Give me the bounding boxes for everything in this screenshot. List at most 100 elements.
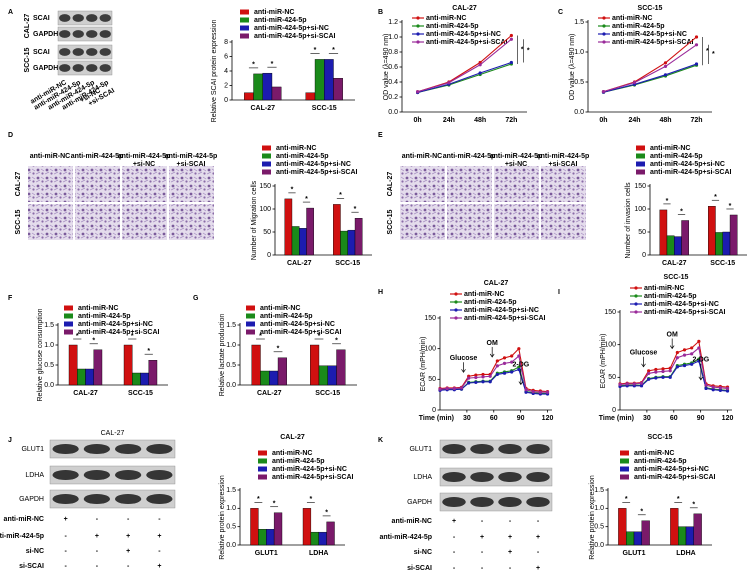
legend-swatch	[620, 450, 629, 456]
legend-marker	[416, 16, 420, 20]
legend-label: anti-miR-NC	[78, 305, 118, 312]
point	[467, 376, 471, 380]
legend-swatch	[246, 313, 255, 319]
point	[654, 376, 658, 380]
y-tick-label: 1.5	[226, 322, 236, 329]
blot-strip	[439, 492, 553, 512]
micrograph	[400, 166, 445, 202]
legend-marker	[634, 294, 638, 298]
legend-label: anti-miR-424-5p+si-SCAI	[276, 169, 358, 176]
image-row-label: CAL-27	[15, 172, 22, 197]
legend-swatch	[258, 458, 267, 464]
x-tick-label: 48h	[659, 117, 671, 124]
legend-marker	[602, 16, 606, 20]
point	[711, 385, 715, 389]
image-column-label: anti-miR-424-5p	[71, 153, 124, 160]
legend-marker	[416, 24, 420, 28]
blot-row-label: GLUT1	[21, 446, 44, 453]
blot-row-label: GAPDH	[33, 31, 58, 38]
bar	[258, 529, 267, 546]
treatment-sign: -	[453, 534, 456, 541]
x-tick-label: 60	[490, 415, 498, 422]
bar	[641, 520, 650, 546]
bar	[340, 230, 348, 256]
series-line	[439, 355, 548, 393]
x-tick-label: GLUT1	[623, 550, 646, 557]
point	[690, 346, 694, 350]
panel-letter: H	[378, 289, 383, 296]
treatment-label: anti-miR-NC	[392, 518, 432, 525]
x-tick-label: CAL-27	[250, 105, 275, 112]
point	[663, 64, 668, 68]
point	[697, 346, 701, 350]
legend-label: anti-miR-424-5p+si-NC	[78, 321, 153, 328]
legend-label: anti-miR-424-5p	[426, 23, 479, 30]
point	[509, 33, 513, 38]
treatment-sign: -	[509, 565, 512, 572]
point	[447, 81, 451, 85]
legend-swatch	[636, 169, 645, 175]
panel-letter: K	[378, 437, 383, 444]
bar	[327, 365, 337, 386]
micrograph	[541, 204, 586, 240]
image-column-label: anti-miR-NC	[402, 153, 442, 160]
treatment-sign: +	[508, 549, 512, 556]
x-tick-label: CAL-27	[287, 260, 312, 267]
y-tick-label: 0.8	[388, 49, 398, 56]
significance-label: *	[625, 496, 628, 503]
y-tick-label: 150	[424, 315, 436, 322]
blot-strip	[439, 467, 553, 487]
y-tick-label: 1.5	[574, 19, 584, 26]
point	[538, 390, 542, 394]
legend-label: anti-miR-NC	[260, 305, 300, 312]
significance-label: *	[706, 48, 709, 55]
legend-label: anti-miR-424-5p+si-SCAI	[254, 33, 336, 40]
series-line	[417, 61, 512, 94]
y-axis-label: Relative protein expression	[219, 475, 226, 560]
y-tick-label: 0.5	[226, 524, 236, 531]
y-tick-label: 100	[634, 206, 646, 213]
significance-label: *	[271, 61, 274, 68]
panel-letter: D	[8, 132, 13, 139]
x-tick-label: 72h	[690, 117, 702, 124]
point	[452, 386, 456, 391]
micrograph	[541, 166, 586, 202]
point	[502, 371, 507, 375]
y-tick-label: 50	[608, 374, 616, 381]
legend-swatch	[246, 321, 255, 327]
series-line	[603, 44, 697, 93]
legend-label: anti-miR-424-5p+si-NC	[612, 31, 687, 38]
treatment-sign: -	[537, 518, 540, 525]
legend-label: anti-miR-424-5p+si-NC	[260, 321, 335, 328]
y-tick-label: 0.5	[226, 362, 236, 369]
blot-strip	[439, 439, 553, 459]
bar	[269, 370, 279, 386]
x-tick-label: SCC-15	[128, 390, 153, 397]
image-row-label: SCC-15	[387, 209, 394, 234]
y-tick-label: 0.0	[594, 542, 604, 549]
y-tick-label: 0.4	[388, 79, 398, 86]
blot-band	[99, 64, 111, 72]
treatment-sign: -	[96, 548, 99, 555]
annotation: OM	[667, 331, 678, 338]
legend-swatch	[262, 145, 271, 151]
treatment-sign: -	[158, 548, 161, 555]
micrograph	[447, 166, 492, 202]
treatment-label: si-SCAI	[19, 563, 44, 570]
legend-label: anti-miR-424-5p+si-SCAI	[260, 329, 342, 336]
significance-label: *	[314, 47, 317, 54]
x-tick-label: SCC-15	[710, 260, 735, 267]
blot-band	[470, 471, 494, 483]
y-tick-label: 0.6	[388, 64, 398, 71]
point	[481, 375, 485, 379]
treatment-sign: -	[127, 563, 130, 570]
y-axis-label: Relative glucose consumption	[37, 308, 44, 401]
legend-swatch	[240, 17, 249, 23]
y-tick-label: 1.0	[226, 505, 236, 512]
y-tick-label: 0	[267, 252, 271, 259]
panel-letter: G	[193, 295, 199, 302]
blot-strip	[57, 44, 113, 60]
micrograph	[447, 204, 492, 240]
y-tick-label: 100	[604, 342, 616, 349]
